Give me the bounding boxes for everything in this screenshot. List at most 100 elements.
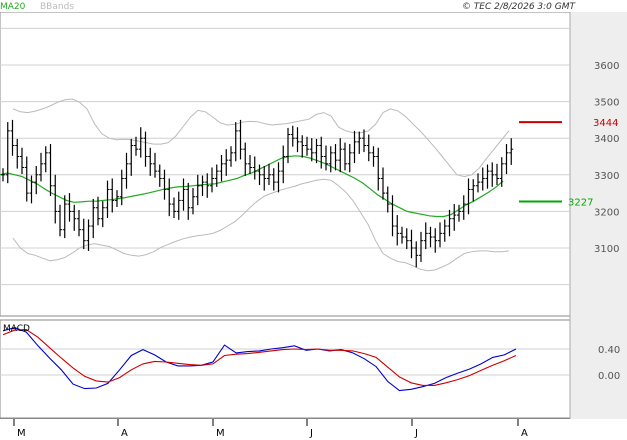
legend: MA20 BBands © TEC 2/8/2026 3:0 GMT	[0, 0, 627, 12]
ohlc-bar	[276, 162, 281, 193]
ohlc-bar	[371, 146, 376, 167]
price-tick-label: 3500	[594, 98, 619, 109]
ohlc-bar	[442, 219, 447, 242]
ohlc-bar	[138, 127, 143, 158]
ohlc-bar	[39, 152, 43, 182]
ohlc-bar	[409, 229, 414, 259]
ohlc-bar	[5, 122, 10, 184]
ohlc-bar	[290, 125, 295, 147]
ohlc-bar	[352, 130, 357, 164]
ohlc-bar	[414, 241, 419, 268]
ohlc-bar	[281, 145, 286, 184]
ohlc-bar	[423, 222, 428, 250]
ohlc-bar	[495, 163, 499, 186]
ohlc-bar	[314, 138, 319, 164]
ohlc-bar	[58, 204, 62, 237]
bb-upper-line	[12, 98, 510, 178]
ohlc-bar	[390, 195, 395, 237]
ohlc-bar	[357, 131, 362, 154]
price-tick-label: 3300	[594, 171, 619, 182]
ohlc-bar	[20, 147, 24, 175]
ohlc-bar	[1, 168, 5, 182]
ohlc-bar	[376, 147, 381, 191]
ohlc-bar	[476, 173, 480, 193]
ohlc-bars	[1, 119, 514, 268]
ohlc-bar	[466, 178, 471, 215]
ohlc-bar	[300, 135, 305, 158]
x-tick-label: A	[121, 428, 128, 439]
price-tick-label: 3100	[594, 244, 619, 255]
macd-tick-label: 0.00	[598, 371, 620, 382]
ohlc-bar	[96, 196, 100, 226]
ohlc-bar	[134, 136, 138, 156]
price-tick-label: 3400	[594, 134, 619, 145]
ohlc-bar	[433, 228, 438, 253]
ohlc-bar	[72, 204, 77, 231]
ohlc-bar	[419, 231, 423, 262]
ma20-line	[0, 155, 504, 218]
ohlc-bar	[404, 228, 409, 250]
price-tick-label: 3600	[594, 61, 619, 72]
ohlc-bar	[271, 168, 276, 191]
ohlc-bar	[53, 174, 58, 224]
ohlc-bar	[195, 174, 200, 206]
ohlc-bar	[105, 180, 110, 218]
ohlc-bar	[224, 149, 229, 176]
resistance-label: 3444	[593, 118, 618, 129]
ma20-line-group	[0, 155, 504, 218]
ohlc-bar	[214, 164, 219, 187]
ohlc-bar	[91, 198, 96, 239]
ohlc-bar	[385, 186, 390, 213]
ohlc-bar	[10, 119, 15, 156]
ohlc-bar	[252, 156, 257, 180]
ohlc-bar	[77, 209, 81, 237]
ohlc-bar	[400, 226, 404, 244]
bollinger-bands	[12, 98, 510, 272]
ohlc-bar	[366, 134, 371, 162]
ohlc-bar	[210, 167, 214, 193]
price-tick-label: 3200	[594, 207, 619, 218]
ohlc-bar	[81, 218, 86, 250]
ohlc-bar	[153, 152, 157, 178]
ohlc-bar	[24, 156, 29, 202]
bb-lower-line	[12, 178, 509, 272]
x-tick-label: J	[309, 428, 313, 439]
ohlc-bar	[200, 175, 205, 197]
x-tick-label: J	[414, 428, 418, 439]
ohlc-bar	[338, 138, 343, 173]
ohlc-bar	[62, 195, 67, 239]
x-tick-label: M	[17, 428, 26, 439]
price-gridlines	[0, 27, 570, 286]
macd-y-axis: 0.00 0.40	[598, 345, 620, 382]
price-levels: 3444 3227	[519, 118, 618, 209]
ohlc-bar	[362, 129, 366, 153]
ohlc-bar	[86, 219, 91, 251]
support-label: 3227	[568, 198, 593, 209]
ohlc-bar	[343, 142, 347, 171]
ohlc-bar	[29, 175, 34, 204]
ohlc-bar	[490, 162, 495, 187]
ohlc-bar	[119, 169, 124, 206]
ohlc-bar	[238, 119, 243, 160]
chart-frame	[0, 11, 627, 440]
macd-panel-label: MACD	[3, 324, 30, 334]
ohlc-bar	[219, 155, 224, 182]
legend-ma20: MA20	[0, 2, 26, 12]
ohlc-bar	[34, 166, 39, 195]
ohlc-bar	[100, 201, 105, 228]
ohlc-bar	[124, 152, 129, 189]
ohlc-bar	[267, 163, 271, 186]
ohlc-bar	[347, 144, 352, 173]
ohlc-bar	[509, 138, 514, 165]
ohlc-bar	[129, 138, 134, 176]
ohlc-bar	[48, 144, 53, 197]
macd-tick-label: 0.40	[598, 345, 620, 356]
ohlc-bar	[172, 197, 176, 218]
ohlc-bar	[257, 164, 262, 186]
ohlc-bar	[471, 179, 476, 202]
ohlc-bar	[176, 191, 181, 220]
x-tick-label: A	[521, 428, 528, 439]
ohlc-bar	[328, 146, 333, 173]
